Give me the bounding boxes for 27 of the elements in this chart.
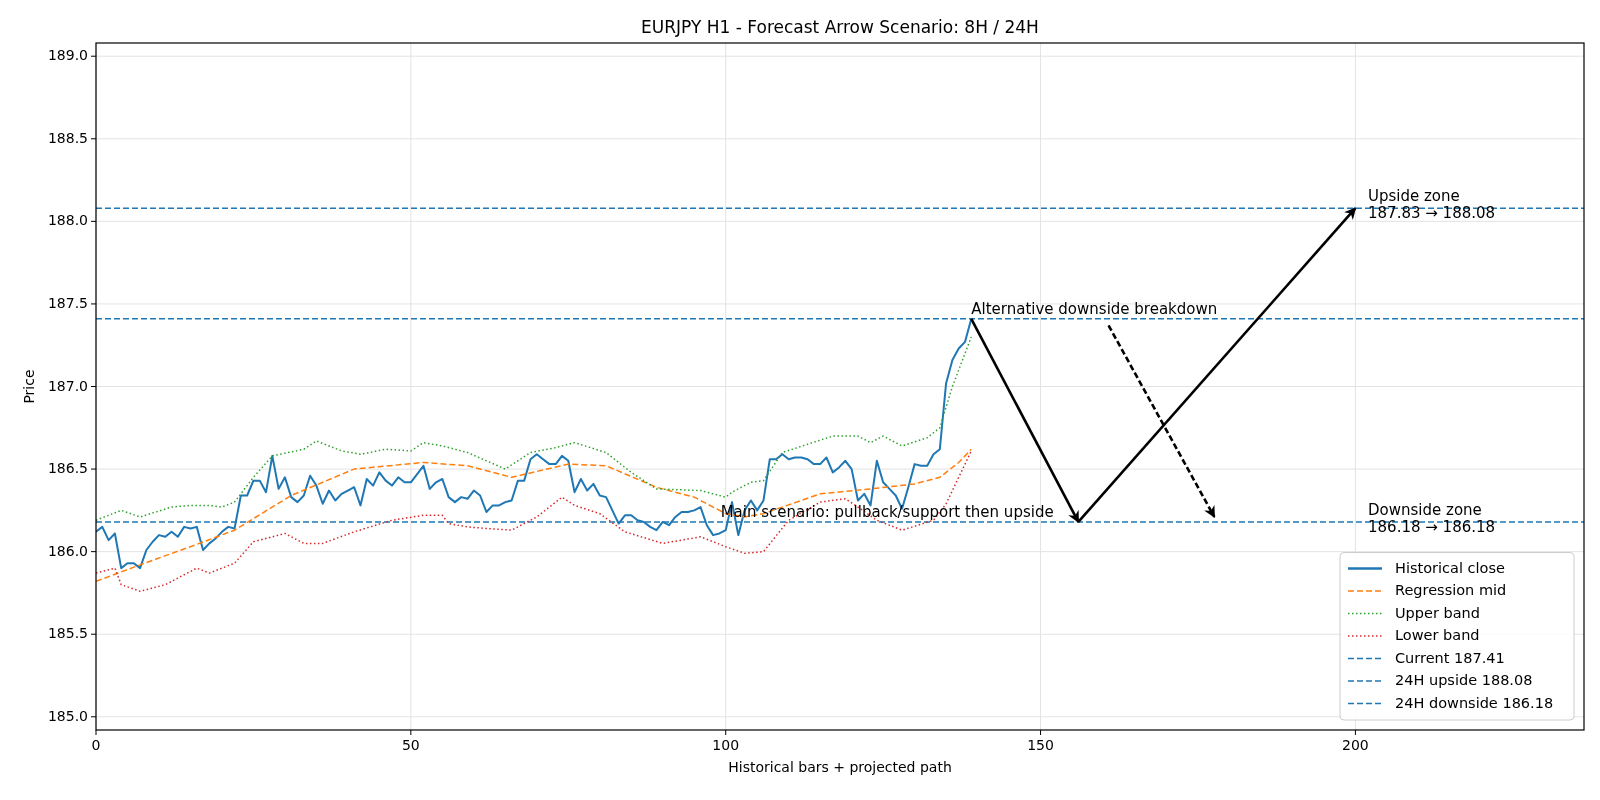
annotation: Upside zone 187.83 → 188.08 bbox=[1368, 187, 1496, 223]
y-tick-label: 188.5 bbox=[47, 129, 88, 146]
x-tick-label: 0 bbox=[91, 737, 101, 753]
legend-label: Lower band bbox=[1395, 627, 1480, 643]
y-tick-label: 185.5 bbox=[47, 625, 88, 642]
y-tick-label: 187.0 bbox=[47, 377, 88, 394]
legend-label: 24H downside 186.18 bbox=[1395, 694, 1554, 711]
x-tick-label: 200 bbox=[1342, 737, 1369, 753]
chart-title: EURJPY H1 - Forecast Arrow Scenario: 8H / 24H bbox=[641, 17, 1039, 37]
y-axis-title: Price bbox=[21, 369, 37, 404]
legend-label: Current 187.41 bbox=[1395, 649, 1505, 666]
y-tick-label: 189.0 bbox=[47, 47, 88, 64]
legend-label: 24H upside 188.08 bbox=[1395, 672, 1533, 688]
legend-label: Upper band bbox=[1395, 604, 1480, 621]
legend-label: Historical close bbox=[1395, 559, 1505, 576]
x-tick-label: 50 bbox=[401, 737, 420, 753]
legend-label: Regression mid bbox=[1395, 582, 1507, 598]
x-axis-title: Historical bars + projected path bbox=[728, 759, 952, 775]
annotation: Downside zone 186.18 → 186.18 bbox=[1368, 500, 1496, 536]
x-tick-label: 150 bbox=[1027, 737, 1054, 753]
x-tick-label: 100 bbox=[712, 737, 740, 753]
y-tick-label: 186.0 bbox=[47, 542, 88, 559]
y-tick-label: 185.0 bbox=[47, 707, 88, 724]
y-tick-label: 186.5 bbox=[47, 460, 88, 477]
y-tick-label: 188.0 bbox=[47, 212, 88, 229]
annotation: Alternative downside breakdown bbox=[971, 300, 1218, 319]
y-tick-label: 187.5 bbox=[47, 294, 88, 311]
